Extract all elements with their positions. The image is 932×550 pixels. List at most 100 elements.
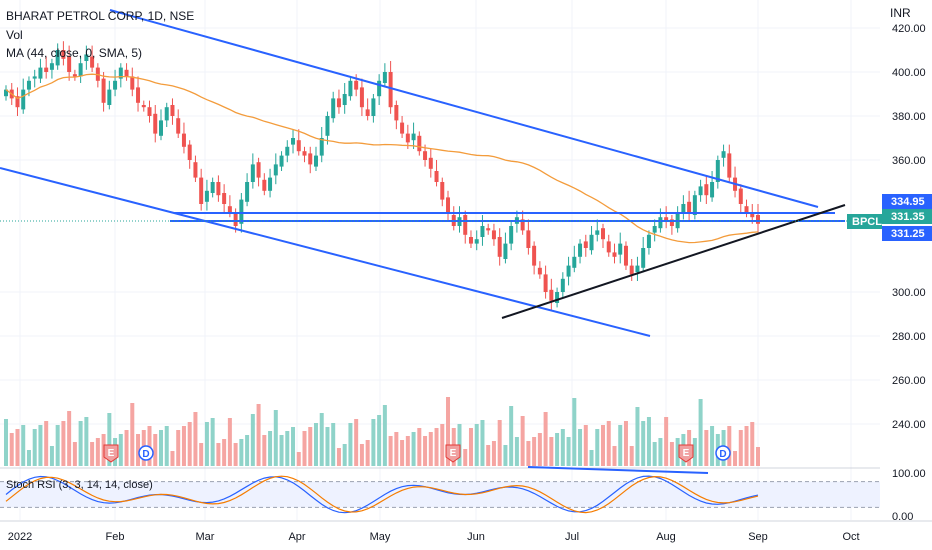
- candle-body: [646, 234, 651, 248]
- volume-bar: [124, 430, 129, 466]
- currency-label: INR: [890, 6, 911, 20]
- candle-body: [193, 162, 198, 178]
- volume-bar: [38, 425, 43, 466]
- candle-body: [698, 186, 703, 196]
- channel-lower-line: [0, 167, 651, 337]
- volume-bar: [589, 450, 594, 466]
- candle-body: [336, 98, 341, 108]
- volume-bar: [204, 422, 209, 466]
- volume-bar: [486, 445, 491, 466]
- volume-bar: [566, 437, 571, 466]
- volume-bar: [262, 435, 267, 466]
- volume-bar: [147, 426, 152, 466]
- candle-body: [227, 206, 232, 213]
- volume-bar: [377, 415, 382, 466]
- volume-bar: [428, 432, 433, 466]
- candle-body: [245, 182, 250, 202]
- volume-bar: [756, 447, 760, 466]
- price-badge-bg: [882, 226, 932, 241]
- volume-bar: [78, 421, 83, 466]
- volume-bar: [348, 423, 353, 466]
- volume-bar: [612, 446, 617, 466]
- volume-bar: [560, 429, 565, 466]
- time-tick-label: Feb: [106, 531, 125, 543]
- volume-bar: [411, 432, 416, 466]
- candle-body: [652, 226, 657, 233]
- price-badge: 331.25: [882, 226, 932, 241]
- candle-body: [233, 212, 238, 226]
- event-markers: E E ED D: [103, 444, 731, 463]
- candle-body: [474, 239, 479, 244]
- candlesticks: [4, 41, 760, 310]
- rsi-divergence-line: [527, 466, 709, 474]
- candle-body: [738, 188, 743, 204]
- volume-bar: [90, 442, 95, 466]
- volume-bar: [497, 420, 502, 466]
- volume-bar: [675, 438, 680, 466]
- candle-body: [331, 98, 336, 119]
- volume-bar: [9, 433, 14, 466]
- rsi-band: [0, 481, 880, 508]
- volume-bar: [405, 436, 410, 466]
- candle-body: [612, 252, 617, 257]
- candle-body: [566, 265, 571, 277]
- candle-body: [153, 113, 158, 134]
- candle-body: [222, 193, 227, 204]
- price-badge-label: 334.95: [891, 196, 925, 208]
- candle-body: [486, 228, 491, 231]
- candle-body: [118, 67, 123, 79]
- candle-body: [377, 80, 382, 97]
- candle-body: [371, 98, 376, 116]
- volume-bar: [331, 423, 336, 466]
- volume-bar: [336, 448, 341, 466]
- volume-bar: [658, 438, 663, 466]
- volume-bar: [520, 416, 525, 466]
- candle-body: [44, 67, 49, 72]
- volume-bar: [365, 440, 370, 466]
- candle-body: [101, 78, 106, 103]
- candle-body: [503, 243, 508, 259]
- candle-body: [26, 80, 31, 90]
- time-axis: 2022 Feb Mar Apr May Jun Jul Aug Sep Oct: [0, 520, 932, 543]
- candle-body: [681, 204, 686, 213]
- candle-body: [285, 146, 290, 156]
- volume-bar: [95, 438, 100, 466]
- volume-bar: [359, 444, 364, 466]
- earnings-icon-label: E: [683, 448, 690, 459]
- candle-body: [601, 228, 606, 240]
- stoch-d-line: [5, 475, 759, 514]
- candle-body: [21, 89, 26, 110]
- candle-body: [136, 87, 141, 103]
- volume-bar: [606, 421, 611, 466]
- candle-body: [325, 116, 330, 136]
- candle-body: [756, 215, 760, 224]
- volume-bar: [4, 419, 8, 466]
- candle-body: [641, 248, 646, 268]
- candle-body: [658, 217, 663, 229]
- dividend-icon: [138, 445, 154, 461]
- volume-bar: [256, 404, 261, 466]
- candle-body: [578, 243, 583, 257]
- price-tick-label: 300.00: [892, 287, 926, 299]
- candle-body: [704, 184, 709, 196]
- candle-body: [164, 107, 169, 121]
- volume-bar: [727, 426, 732, 466]
- candle-body: [618, 243, 623, 255]
- channel-upper-line: [109, 9, 819, 208]
- candle-body: [400, 122, 405, 134]
- candle-body: [239, 199, 244, 224]
- volume-bar: [279, 435, 284, 466]
- candle-body: [90, 56, 95, 68]
- volume-bar: [164, 426, 169, 466]
- volume-bar: [67, 411, 72, 466]
- volume-bar: [417, 428, 422, 466]
- candle-body: [491, 230, 496, 240]
- price-tick-label: 380.00: [892, 111, 926, 123]
- candle-body: [446, 197, 451, 213]
- volume-bar: [61, 421, 66, 466]
- candle-body: [113, 80, 118, 90]
- price-badge-label: 331.25: [891, 228, 925, 240]
- candle-body: [4, 89, 8, 97]
- volume-bar: [595, 429, 600, 466]
